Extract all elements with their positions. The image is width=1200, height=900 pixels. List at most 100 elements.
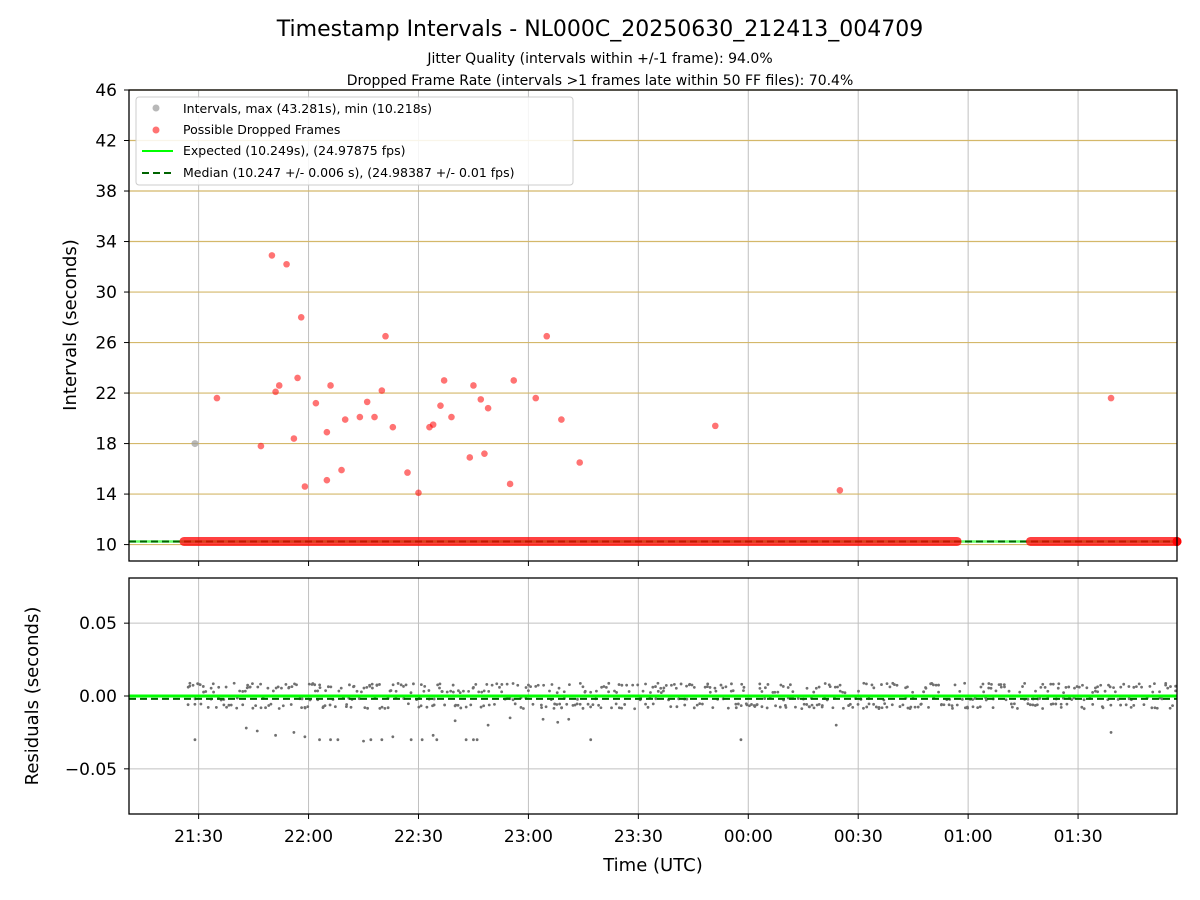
- residual-point: [345, 705, 348, 709]
- residual-point: [436, 683, 440, 687]
- dropped-frame-point: [268, 252, 276, 259]
- residual-point: [651, 685, 655, 689]
- dropped-frame-point: [506, 480, 514, 488]
- residual-point: [670, 683, 673, 687]
- residual-point: [958, 690, 962, 693]
- residual-point: [929, 682, 933, 686]
- residual-outlier-point: [329, 738, 332, 742]
- residual-point: [225, 705, 228, 709]
- residual-point: [692, 706, 696, 710]
- residual-point: [487, 689, 491, 693]
- residual-point: [1096, 690, 1100, 694]
- residual-point: [1018, 690, 1022, 694]
- residual-point: [773, 690, 777, 694]
- residual-point: [188, 684, 192, 688]
- xtick-label: 23:00: [504, 827, 553, 847]
- residual-point: [462, 689, 465, 693]
- residual-point: [649, 691, 652, 694]
- residual-point: [553, 702, 557, 706]
- residual-point: [800, 707, 804, 711]
- residual-point: [1160, 697, 1164, 701]
- residual-point: [1112, 686, 1115, 689]
- residual-point: [1153, 706, 1157, 710]
- residual-point: [571, 703, 575, 707]
- residual-outlier-point: [567, 717, 571, 721]
- residual-outlier-point: [409, 738, 413, 742]
- residual-point: [404, 683, 408, 687]
- residual-point: [1009, 702, 1013, 706]
- residual-point: [901, 703, 905, 707]
- residual-point: [700, 702, 704, 706]
- residual-point: [267, 704, 271, 707]
- xtick-label: 22:30: [394, 827, 443, 847]
- residual-point: [348, 683, 351, 687]
- residual-point: [562, 690, 566, 694]
- residual-point: [1049, 682, 1053, 686]
- residual-point: [1051, 702, 1055, 706]
- residual-outlier-point: [255, 729, 259, 733]
- dropped-frame-point: [338, 466, 345, 474]
- residual-point: [994, 689, 998, 693]
- residual-outlier-point: [362, 739, 365, 743]
- residual-point: [422, 689, 426, 693]
- residual-point: [908, 707, 912, 710]
- residual-point: [931, 683, 935, 687]
- xtick-label: 23:30: [614, 827, 663, 847]
- top-plot-points: [179, 252, 1182, 546]
- residual-point: [300, 697, 304, 701]
- residual-point: [955, 703, 959, 707]
- residual-point: [217, 685, 221, 689]
- residual-point: [906, 706, 910, 710]
- residual-point: [419, 683, 423, 686]
- residual-point: [726, 706, 730, 710]
- residual-point: [251, 706, 255, 710]
- residual-point: [976, 706, 980, 710]
- residual-point: [695, 703, 699, 707]
- residual-point: [402, 685, 405, 688]
- residual-point: [1132, 685, 1136, 689]
- residual-point: [922, 690, 925, 694]
- residual-point: [685, 697, 689, 701]
- residual-point: [947, 703, 951, 707]
- residual-point: [477, 690, 481, 694]
- residual-point: [841, 690, 845, 694]
- residual-point: [890, 703, 894, 707]
- residual-point: [360, 690, 363, 694]
- residual-point: [885, 682, 889, 686]
- residual-point: [529, 685, 532, 689]
- residual-point: [602, 685, 606, 688]
- residual-point: [688, 682, 692, 686]
- residual-point: [307, 682, 311, 686]
- residual-point: [586, 702, 590, 706]
- residual-point: [674, 686, 678, 690]
- residual-point: [805, 703, 809, 706]
- residual-point: [786, 686, 790, 689]
- residual-point: [306, 705, 310, 709]
- residual-point: [730, 682, 733, 686]
- residual-point: [276, 685, 280, 689]
- residual-point: [1023, 682, 1027, 685]
- residual-point: [500, 683, 504, 686]
- residual-point: [464, 705, 468, 709]
- top-plot-grid: [129, 89, 1177, 561]
- residual-point: [490, 683, 494, 687]
- residual-point: [248, 685, 252, 689]
- residual-point: [1109, 703, 1113, 707]
- residual-point: [734, 706, 738, 710]
- residual-point: [337, 689, 341, 693]
- residual-point: [365, 685, 369, 689]
- residual-point: [386, 706, 390, 710]
- residual-point: [1059, 702, 1063, 706]
- residual-point: [856, 702, 860, 706]
- residual-point: [266, 686, 270, 690]
- residual-point: [763, 686, 767, 690]
- residual-point: [656, 689, 660, 693]
- dropped-frame-point: [301, 483, 309, 490]
- dropped-frame-point: [323, 476, 331, 484]
- residual-point: [352, 685, 355, 689]
- residual-point: [937, 690, 940, 694]
- residual-point: [300, 706, 303, 710]
- residual-point: [357, 697, 361, 701]
- residual-point: [1113, 690, 1117, 694]
